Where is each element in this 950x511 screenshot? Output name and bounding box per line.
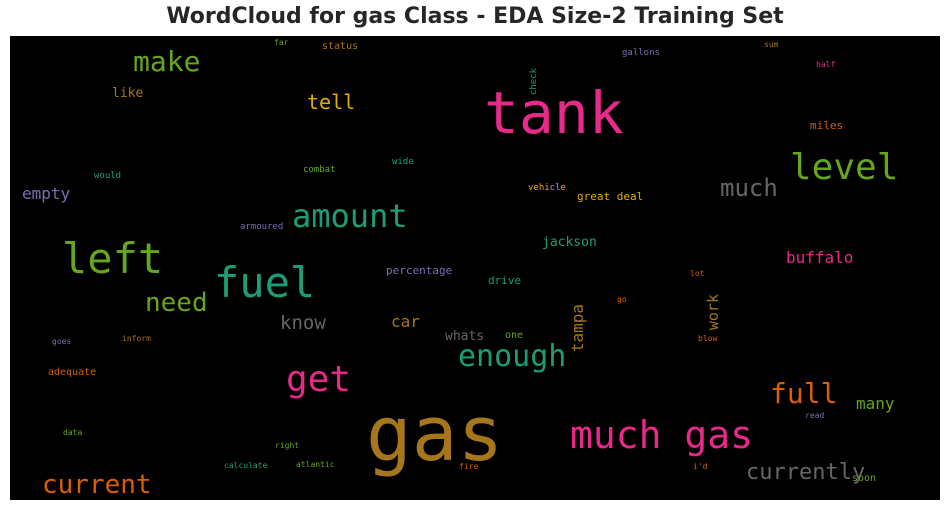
word-fire: fire — [459, 462, 479, 471]
word-i-d: i'd — [693, 462, 708, 471]
word-armoured: armoured — [240, 222, 284, 232]
word-currently: currently — [746, 460, 866, 485]
word-fuel: fuel — [214, 258, 316, 307]
word-amount: amount — [292, 197, 408, 235]
word-full: full — [770, 377, 838, 410]
word-lot: lot — [690, 269, 705, 278]
word-make: make — [133, 45, 201, 78]
word-current: current — [42, 470, 152, 500]
word-miles: miles — [810, 119, 844, 132]
word-would: would — [94, 171, 122, 181]
word-level: level — [790, 147, 899, 188]
word-percentage: percentage — [386, 264, 453, 277]
word-inform: inform — [122, 334, 151, 343]
word-right: right — [275, 441, 300, 450]
word-combat: combat — [303, 165, 336, 175]
word-goes: goes — [52, 337, 72, 346]
word-need: need — [145, 288, 208, 318]
word-check: check — [529, 68, 539, 96]
word-many: many — [856, 394, 895, 413]
word-whats: whats — [445, 329, 485, 344]
word-vehicle: vehicle — [528, 183, 566, 193]
word-adequate: adequate — [48, 367, 97, 378]
word-read: read — [805, 411, 825, 420]
word-data: data — [63, 428, 83, 437]
word-one: one — [505, 330, 524, 341]
word-gallons: gallons — [622, 48, 660, 58]
word-tell: tell — [307, 90, 356, 114]
word-much-gas: much gas — [570, 413, 754, 457]
word-drive: drive — [488, 274, 522, 287]
word-know: know — [280, 312, 326, 334]
word-left: left — [62, 234, 164, 283]
word-far: far — [274, 38, 289, 47]
word-much: much — [720, 174, 778, 202]
word-work: work — [704, 294, 722, 331]
word-get: get — [286, 359, 352, 400]
chart-title: WordCloud for gas Class - EDA Size-2 Tra… — [166, 4, 784, 29]
word-like: like — [112, 86, 144, 101]
word-blow: blow — [698, 334, 718, 343]
word-enough: enough — [458, 339, 567, 374]
word-jackson: jackson — [542, 235, 597, 250]
word-cloud-canvas: gas tank fuel left much gas level amount get eno… — [10, 36, 940, 500]
word-empty: empty — [22, 184, 71, 203]
word-buffalo: buffalo — [786, 248, 854, 267]
word-go: go — [617, 295, 627, 304]
word-great-deal: great deal — [577, 190, 644, 203]
word-half: half — [816, 60, 836, 69]
word-tampa: tampa — [568, 304, 587, 353]
word-wide: wide — [392, 157, 414, 167]
word-status: status — [322, 41, 359, 52]
word-gas: gas — [366, 389, 504, 478]
word-car: car — [391, 312, 420, 331]
word-calculate: calculate — [224, 461, 268, 470]
word-atlantic: atlantic — [296, 460, 335, 469]
word-sum: sum — [764, 40, 779, 49]
word-tank: tank — [484, 79, 624, 147]
word-soon: soon — [852, 473, 877, 484]
